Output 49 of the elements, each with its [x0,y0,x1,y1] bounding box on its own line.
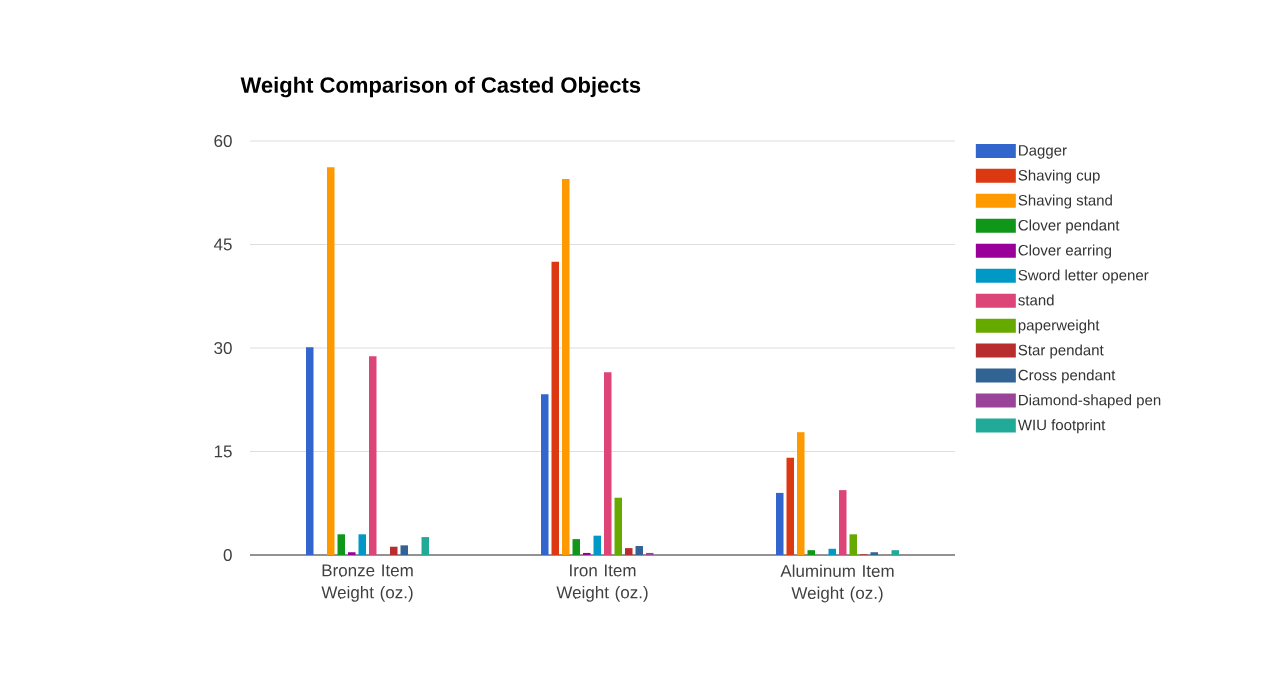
bar [562,178,570,555]
bar [348,552,356,555]
bar [593,535,602,555]
bar [604,372,612,555]
legend-label: paperweight [1018,319,1100,334]
bar [572,539,581,555]
bar [646,552,654,555]
x-tick-label: Aluminum Item Weight (oz.) [780,564,894,603]
bar [807,550,816,555]
x-tick-label: Iron Item Weight (oz.) [556,564,648,602]
legend-label: WIU footprint [1017,419,1106,434]
legend-label: Diamond-shaped pen [1019,394,1161,409]
legend-label: stand [1018,294,1054,306]
bar [583,552,591,555]
bar [839,490,847,555]
legend-label: Clover pendant [1018,219,1120,234]
legend-label: Shaving stand [1018,194,1112,209]
x-tick-label: Bronze Item Weight (oz.) [321,564,413,602]
bar [614,497,623,555]
bar [421,537,430,555]
y-tick-label: 45 [213,238,232,251]
bar [776,492,784,555]
y-tick-label: 15 [214,445,232,458]
bar [551,261,560,555]
legend-label: Dagger [1019,145,1067,159]
bar [358,534,367,555]
bar [306,347,314,555]
y-tick-label: 60 [214,134,232,148]
bar [327,167,335,555]
bar [870,552,879,555]
bar [390,546,398,555]
bar [337,534,346,555]
legend-label: Clover earring [1018,244,1112,259]
bar [541,394,549,555]
bar [786,457,795,555]
bar [625,548,633,555]
bar [797,432,805,555]
y-tick-label: 30 [214,341,232,355]
legend-label: Cross pendant [1018,369,1116,384]
legend-label: Shaving cup [1018,169,1100,184]
bar [369,356,377,555]
legend-label: Star pendant [1018,344,1104,359]
bar [849,534,858,555]
bar [635,546,644,555]
bar [400,545,409,555]
chart-title: Weight Comparison of Casted Objects [240,76,641,98]
y-tick-label: 0 [223,548,232,562]
bar [891,550,900,555]
legend-label: Sword letter opener [1018,269,1149,284]
